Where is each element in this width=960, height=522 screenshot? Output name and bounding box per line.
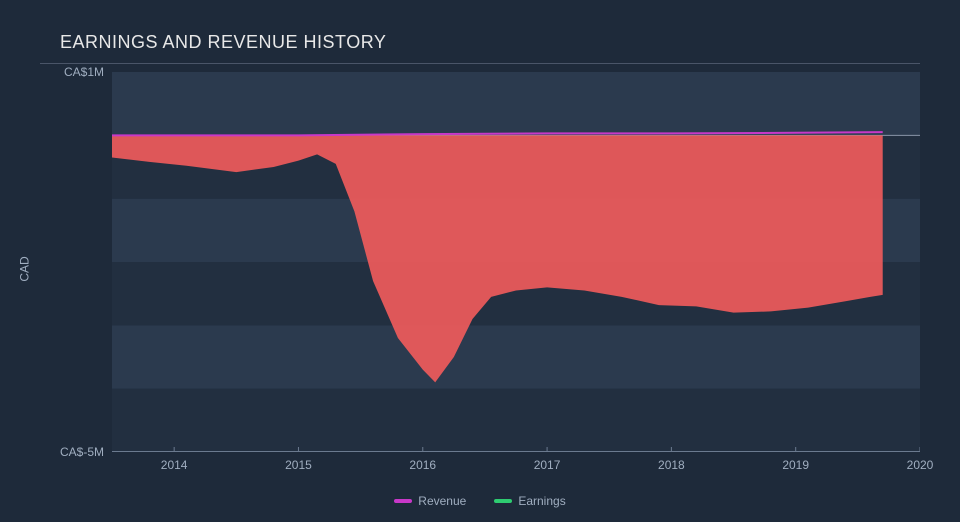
y-axis-title: CAD — [18, 256, 32, 281]
x-tick-label: 2019 — [782, 458, 809, 472]
y-tick-label: CA$1M — [64, 65, 104, 79]
legend-swatch — [394, 499, 412, 503]
chart-title: EARNINGS AND REVENUE HISTORY — [40, 32, 920, 53]
y-axis-labels: CA$1MCA$-5M — [40, 72, 110, 472]
legend-label: Earnings — [518, 494, 565, 508]
x-tick-label: 2014 — [161, 458, 188, 472]
legend-swatch — [494, 499, 512, 503]
x-tick-label: 2018 — [658, 458, 685, 472]
chart-svg — [112, 72, 920, 452]
x-tick-label: 2015 — [285, 458, 312, 472]
title-underline — [40, 63, 920, 64]
legend-label: Revenue — [418, 494, 466, 508]
x-tick-label: 2016 — [409, 458, 436, 472]
legend-item: Earnings — [494, 494, 565, 508]
plot-wrap: CAD CA$1MCA$-5M 201420152016201720182019… — [40, 72, 920, 472]
legend: Revenue Earnings — [0, 490, 960, 508]
legend-item: Revenue — [394, 494, 466, 508]
chart-container: EARNINGS AND REVENUE HISTORY CAD CA$1MCA… — [0, 0, 960, 522]
x-tick-label: 2017 — [534, 458, 561, 472]
plot-area — [112, 72, 920, 452]
x-axis-labels: 2014201520162017201820192020 — [112, 458, 920, 478]
x-tick-label: 2020 — [907, 458, 934, 472]
y-tick-label: CA$-5M — [60, 445, 104, 459]
